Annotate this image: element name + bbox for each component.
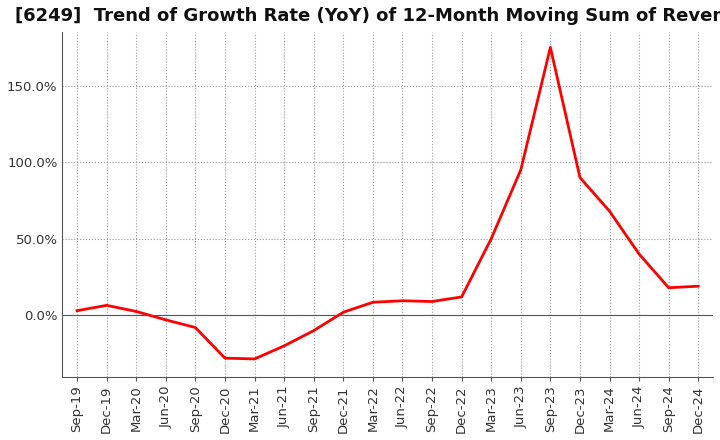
Title: [6249]  Trend of Growth Rate (YoY) of 12-Month Moving Sum of Revenues: [6249] Trend of Growth Rate (YoY) of 12-…: [15, 7, 720, 25]
